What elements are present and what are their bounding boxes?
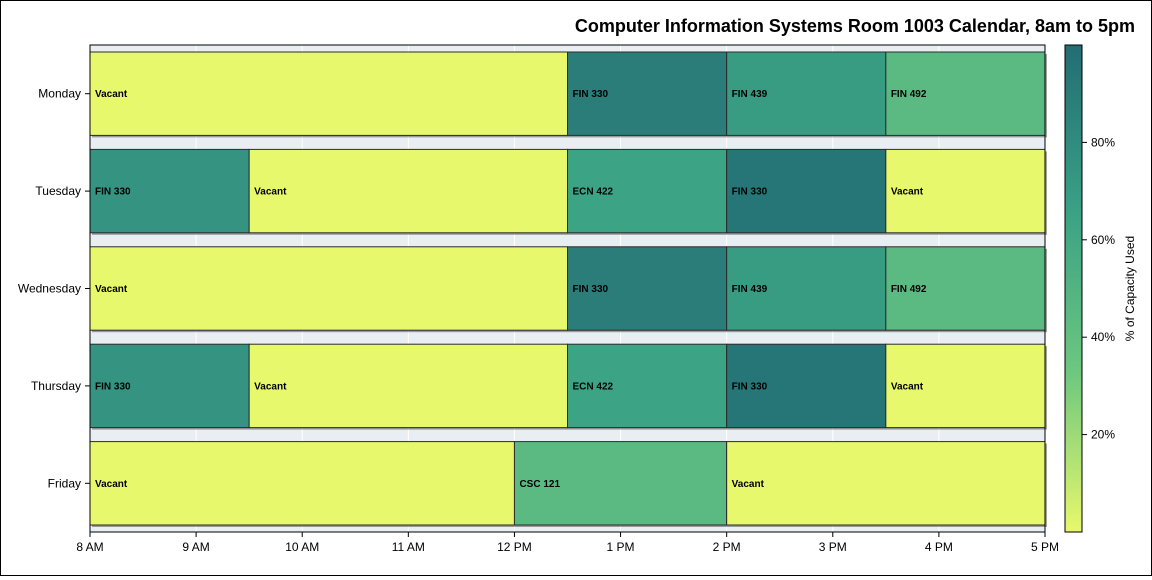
bar-label: ECN 422	[573, 381, 614, 392]
colorbar-gradient	[1064, 44, 1083, 533]
colorbar-tick-label: 60%	[1091, 233, 1115, 247]
bar-label: ECN 422	[573, 187, 614, 198]
schedule-bar	[885, 148, 1046, 234]
schedule-bar	[726, 51, 887, 136]
y-tick-label: Wednesday	[18, 282, 81, 296]
x-tick-label: 11 AM	[392, 540, 425, 554]
plot-area: Vacant FIN 330 FIN 439 FIN 492 FIN 330 Vacant…	[18, 44, 1059, 554]
colorbar-tick-label: 80%	[1091, 135, 1115, 149]
chart-title: Computer Information Systems Room 1003 C…	[575, 16, 1135, 36]
schedule-bar	[567, 343, 728, 429]
x-tick-label: 5 PM	[1031, 540, 1059, 554]
bar-label: FIN 439	[732, 284, 768, 295]
schedule-bar	[513, 441, 728, 526]
bar-label: FIN 330	[732, 381, 768, 392]
schedule-bar	[726, 148, 887, 234]
schedule-bar	[726, 441, 1046, 526]
colorbar-title: % of Capacity Used	[1123, 236, 1137, 341]
bar-label: Vacant	[95, 284, 128, 295]
bar-label: FIN 330	[95, 381, 131, 392]
colorbar-tick-label: 20%	[1091, 428, 1115, 442]
x-tick-label: 4 PM	[925, 540, 953, 554]
schedule-bar	[89, 51, 568, 136]
bar-label: Vacant	[732, 479, 765, 490]
x-tick-label: 2 PM	[713, 540, 741, 554]
x-tick-label: 10 AM	[285, 540, 319, 554]
bar-label: FIN 330	[732, 187, 768, 198]
x-tick-label: 12 PM	[497, 540, 532, 554]
bar-label: CSC 121	[519, 479, 560, 490]
colorbar-tick-label: 40%	[1091, 330, 1115, 344]
y-tick-label: Tuesday	[35, 184, 81, 198]
bar-label: FIN 330	[573, 89, 609, 100]
schedule-bar	[89, 148, 250, 234]
y-tick-label: Friday	[48, 476, 81, 490]
bar-label: Vacant	[95, 89, 128, 100]
schedule-bar	[726, 246, 887, 331]
x-tick-label: 3 PM	[819, 540, 847, 554]
schedule-bar	[89, 441, 515, 526]
schedule-bar	[248, 148, 569, 234]
schedule-bar	[885, 343, 1046, 429]
x-tick-label: 8 AM	[76, 540, 103, 554]
y-tick-label: Thursday	[31, 379, 81, 393]
bar-label: FIN 492	[891, 89, 927, 100]
schedule-bar	[885, 246, 1046, 331]
colorbar: 20% 40% 60% 80% % of Capacity Used	[1064, 44, 1137, 533]
schedule-bar	[885, 51, 1046, 136]
bar-label: FIN 439	[732, 89, 768, 100]
bar-label: Vacant	[891, 381, 924, 392]
schedule-bar	[567, 148, 728, 234]
bar-label: Vacant	[891, 187, 924, 198]
schedule-bar	[567, 246, 728, 331]
bar-label: Vacant	[95, 479, 128, 490]
bar-label: FIN 492	[891, 284, 927, 295]
schedule-bar	[89, 343, 250, 429]
x-tick-label: 9 AM	[182, 540, 209, 554]
schedule-bar	[567, 51, 728, 136]
bar-label: FIN 330	[573, 284, 609, 295]
schedule-bar	[248, 343, 569, 429]
bar-label: Vacant	[254, 187, 287, 198]
schedule-bar	[89, 246, 568, 331]
x-tick-label: 1 PM	[607, 540, 635, 554]
bar-label: FIN 330	[95, 187, 131, 198]
bar-label: Vacant	[254, 381, 287, 392]
y-tick-label: Monday	[38, 87, 81, 101]
